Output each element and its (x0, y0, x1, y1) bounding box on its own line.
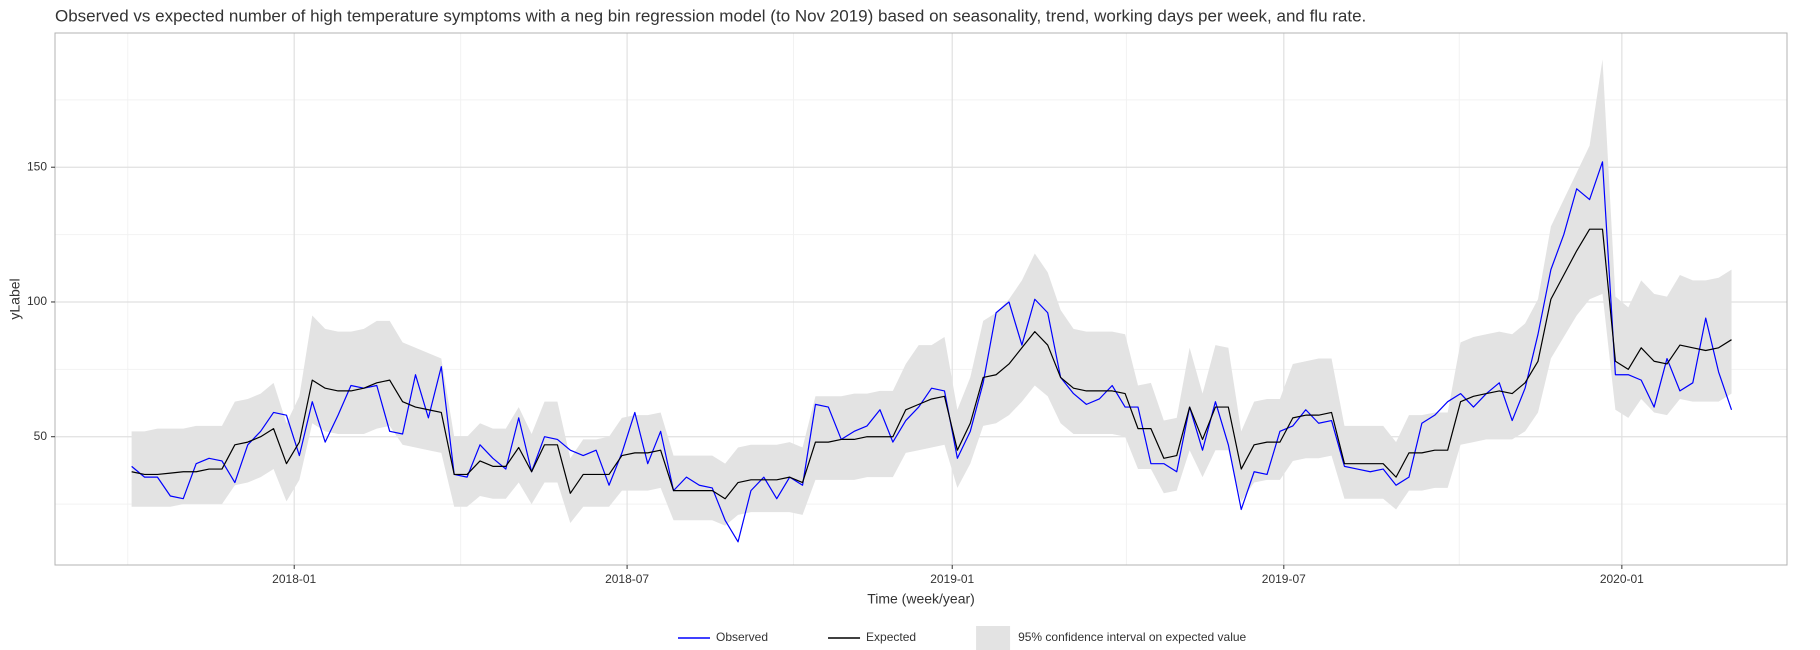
axes: 50 100 150 2018-01 2018-07 2019-01 2019-07 2020… (27, 159, 1644, 586)
y-axis-title: yLabel (7, 278, 23, 319)
x-axis-title: Time (week/year) (867, 591, 975, 607)
y-tick-label: 100 (27, 294, 47, 308)
x-tick-label: 2019-01 (930, 572, 974, 586)
legend-swatch (976, 626, 1011, 650)
y-tick-label: 50 (34, 429, 48, 443)
y-tick-label: 150 (27, 159, 47, 173)
legend-label: 95% confidence interval on expected valu… (1018, 630, 1246, 644)
series-line (131, 228, 1732, 500)
x-tick-label: 2018-01 (272, 572, 316, 586)
chart-title: Observed vs expected number of high temp… (55, 6, 1366, 25)
legend-label: Observed (716, 630, 768, 644)
x-tick-label: 2019-07 (1262, 572, 1306, 586)
plot-area (131, 59, 1733, 543)
legend-label: Expected (866, 630, 916, 644)
x-tick-label: 2020-01 (1600, 572, 1644, 586)
panel-border (54, 32, 1788, 566)
legend: Observed Expected 95% confidence interval … (678, 626, 1247, 650)
x-tick-label: 2018-07 (605, 572, 649, 586)
series-line (131, 161, 1733, 543)
confidence-band (131, 59, 1732, 526)
